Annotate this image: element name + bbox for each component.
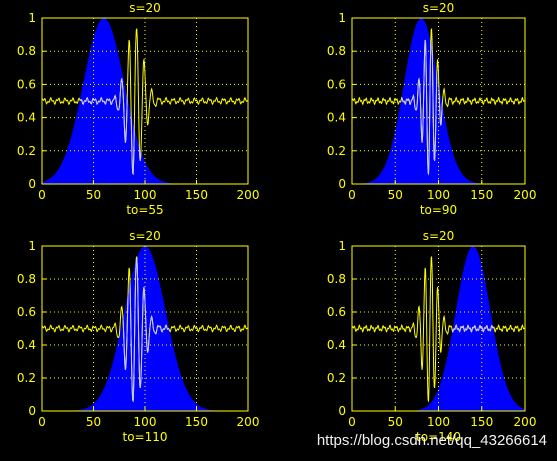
y-tick-label: 0.6 [327,305,346,319]
gaussian-area [352,246,525,411]
x-tick-label: 0 [38,188,46,202]
panel-xlabel: to=110 [122,430,167,444]
x-tick-label: 0 [348,415,356,429]
y-tick-label: 0.8 [327,44,346,58]
y-tick-label: 1 [338,11,346,25]
y-tick-label: 0 [338,177,346,191]
x-tick-label: 50 [86,415,101,429]
x-tick-label: 150 [470,415,493,429]
x-tick-label: 100 [134,415,157,429]
x-tick-label: 100 [427,415,450,429]
y-tick-label: 1 [338,239,346,253]
watermark: https://blog.csdn.net/qq_43266614 [316,432,547,449]
y-tick-label: 0.2 [327,144,346,158]
panel-3: 0 50 100 150 200 0 0.2 0.4 0.6 0.8 1 s=20 to=110 [17,229,260,444]
y-tick-label: 0.2 [17,371,36,385]
panel-title: s=20 [129,229,161,243]
y-tick-label: 0.2 [17,144,36,158]
y-tick-label: 0.6 [17,305,36,319]
x-tick-label: 50 [388,188,403,202]
x-tick-label: 200 [514,188,537,202]
y-tick-label: 0.6 [327,77,346,91]
panel-1: 0 50 100 150 200 0 0.2 0.4 0.6 0.8 1 s=20 to=55 [17,1,260,217]
y-tick-label: 0.6 [17,77,36,91]
x-tick-label: 0 [348,188,356,202]
panel-xlabel: to=55 [126,203,163,217]
x-tick-label: 100 [427,188,450,202]
panel-xlabel: to=140 [416,430,461,444]
y-tick-label: 1 [28,239,36,253]
panel-xlabel: to=90 [420,203,457,217]
x-tick-label: 150 [470,188,493,202]
x-tick-label: 50 [388,415,403,429]
y-tick-label: 0 [338,404,346,418]
y-tick-label: 0.8 [17,44,36,58]
y-tick-label: 0.4 [17,338,36,352]
panel-4: 0 50 100 150 200 0 0.2 0.4 0.6 0.8 1 s=20 to=140 [327,229,537,444]
x-tick-label: 0 [38,415,46,429]
panel-title: s=20 [129,1,161,15]
x-tick-label: 50 [86,188,101,202]
panel-title: s=20 [423,1,455,15]
y-tick-label: 0 [28,404,36,418]
x-tick-label: 200 [237,188,260,202]
y-tick-label: 0.8 [327,272,346,286]
x-tick-label: 150 [185,188,208,202]
y-tick-label: 0.8 [17,272,36,286]
y-tick-label: 0.4 [327,338,346,352]
y-tick-label: 0 [28,177,36,191]
x-tick-label: 200 [514,415,537,429]
panel-2: 0 50 100 150 200 0 0.2 0.4 0.6 0.8 1 s=20 to=90 [327,1,537,217]
x-tick-label: 200 [237,415,260,429]
gaussian-area [42,246,248,411]
y-tick-label: 0.4 [17,111,36,125]
signal-line [41,28,249,176]
signal-line [351,28,526,176]
signal-line [351,256,526,403]
y-tick-label: 0.4 [327,111,346,125]
x-tick-label: 150 [185,415,208,429]
y-tick-label: 1 [28,11,36,25]
x-tick-label: 100 [134,188,157,202]
y-tick-label: 0.2 [327,371,346,385]
panel-title: s=20 [423,229,455,243]
